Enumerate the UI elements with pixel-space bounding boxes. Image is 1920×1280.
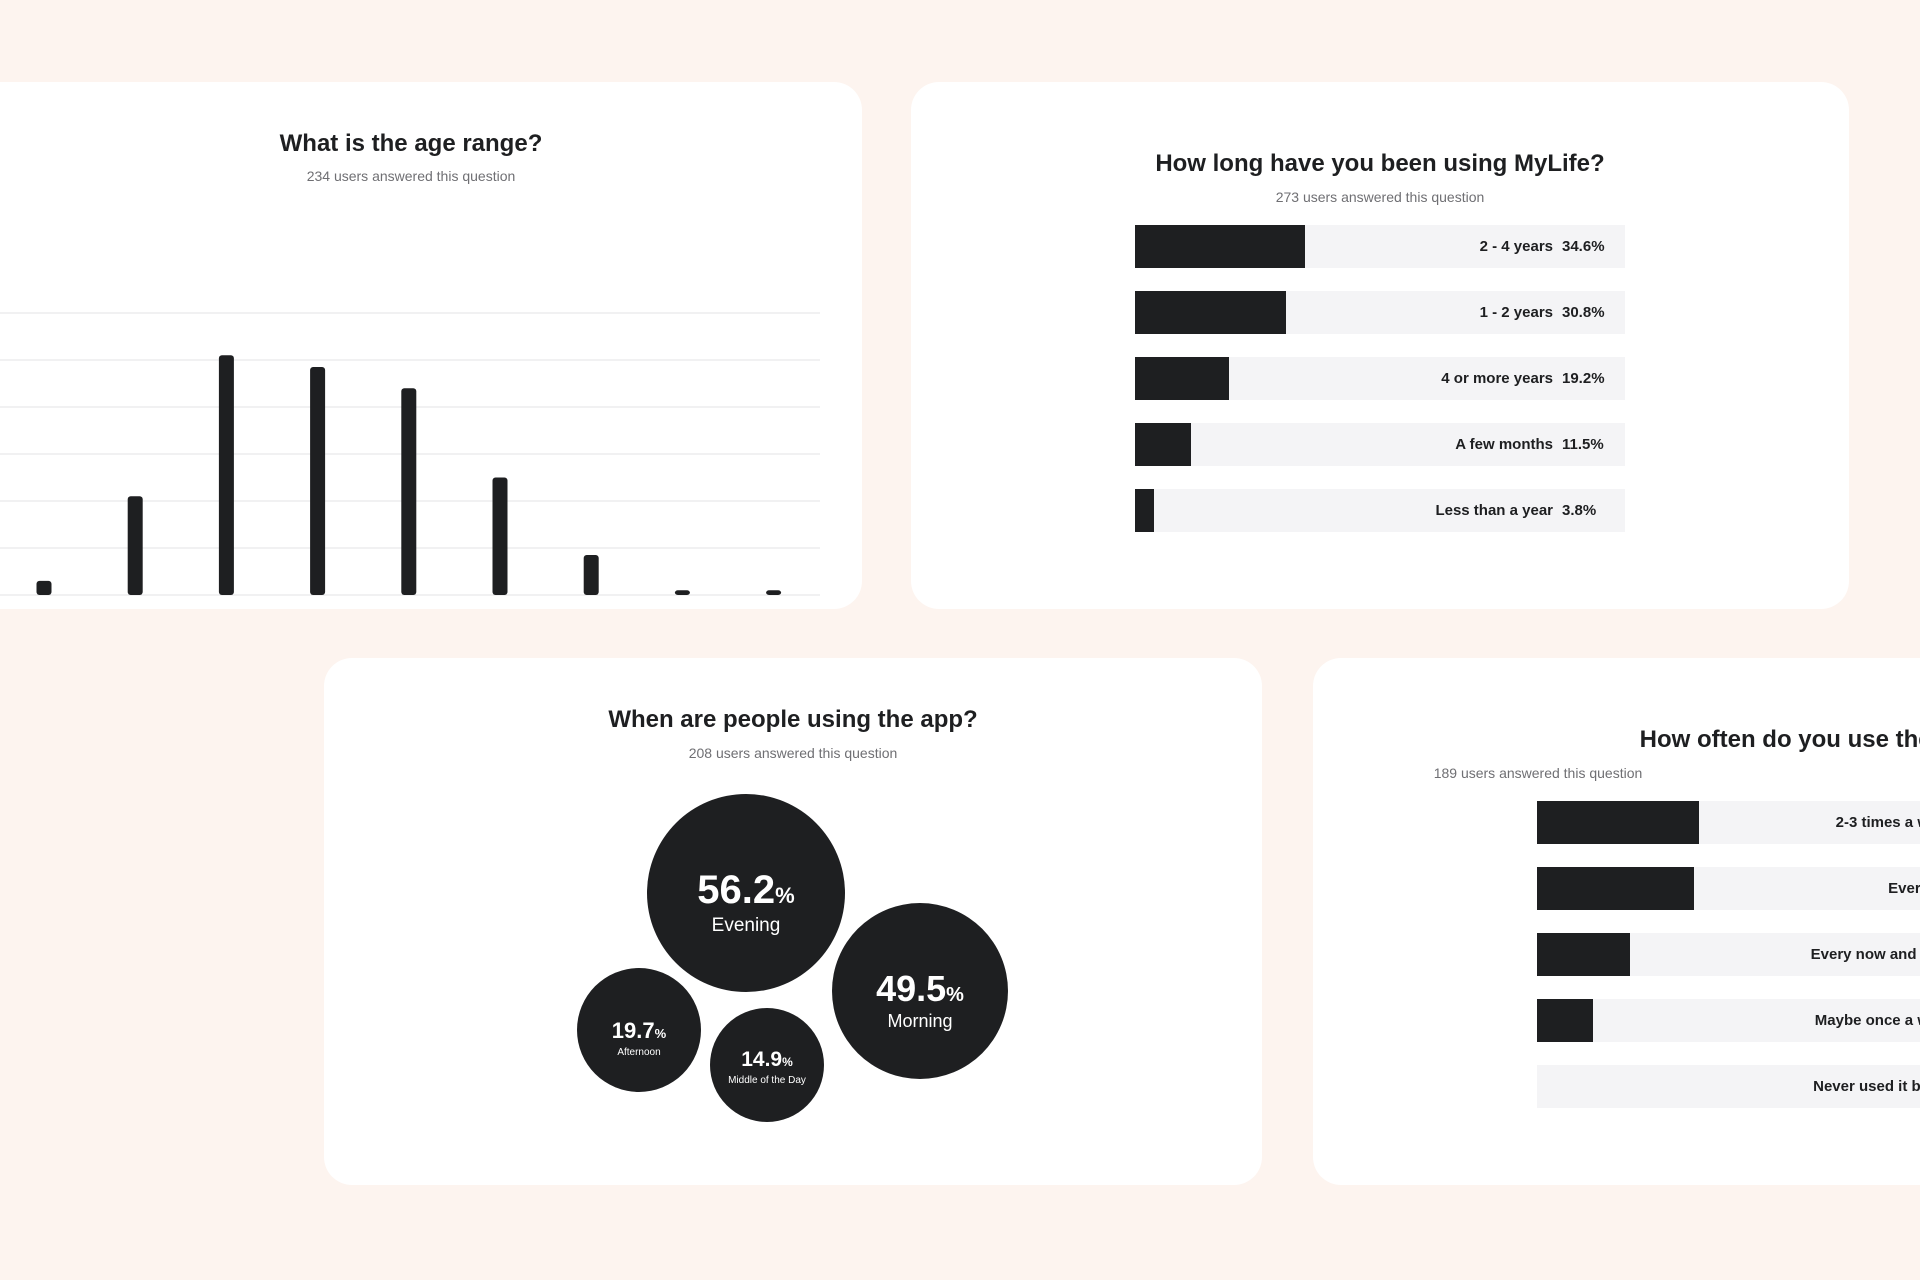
duration-bar-fill [1135, 489, 1154, 532]
duration-bar-percent: 11.5% [1562, 436, 1604, 453]
duration-bar-percent: 19.2% [1562, 370, 1605, 387]
age-range-title: What is the age range? [279, 130, 543, 157]
duration-bar-percent: 34.6% [1562, 238, 1605, 255]
bubble-evening-unit: % [775, 883, 795, 908]
frequency-bar-fill [1537, 867, 1694, 910]
bubble-morning-value-text: 49.5% [876, 968, 964, 1009]
bubble-morning: 49.5% Morning [832, 903, 1008, 1079]
frequency-bar-row: Every [1537, 867, 1920, 910]
bubble-middle-of-day-label: Middle of the Day [728, 1075, 806, 1086]
duration-bar-fill [1135, 225, 1305, 268]
duration-bar-row: 4 or more years 19.2% [1135, 357, 1625, 400]
age-bar [218, 355, 234, 595]
bubble-evening-circle [647, 794, 845, 992]
bubble-afternoon-label: Afternoon [617, 1047, 660, 1058]
usage-time-subtitle: 208 users answered this question [688, 745, 898, 761]
bubble-evening-label: Evening [712, 915, 781, 936]
duration-bar-row: Less than a year 3.8% [1135, 489, 1625, 532]
frequency-bar-row: Every now and a [1537, 933, 1920, 976]
bubble-morning-value: 49.5 [876, 968, 946, 1009]
bubble-afternoon-value-text: 19.7% [612, 1018, 667, 1043]
age-bar [401, 388, 417, 595]
duration-bar-row: 1 - 2 years 30.8% [1135, 291, 1625, 334]
frequency-bar-fill [1537, 933, 1631, 976]
age-bar [674, 590, 690, 595]
duration-bar-label: 1 - 2 years [1479, 304, 1553, 321]
duration-bar-label: 4 or more years [1441, 370, 1553, 387]
usage-duration-title: How long have you been using MyLife? [1155, 150, 1605, 177]
frequency-bar-row: Maybe once a w [1537, 999, 1920, 1042]
frequency-bar-row: 2-3 times a w [1537, 801, 1920, 844]
age-bar [127, 496, 143, 595]
usage-duration-subtitle: 273 users answered this question [1275, 189, 1485, 205]
bubble-morning-label: Morning [887, 1011, 952, 1031]
usage-time-bubble-chart: 56.2% Evening 49.5% Morning 19.7% Aftern… [577, 794, 1008, 1122]
age-range-subtitle: 234 users answered this question [306, 168, 516, 184]
age-range-card: What is the age range? 234 users answere… [0, 82, 862, 609]
usage-frequency-chart: 2-3 times a w Every Every now and a Maybe o… [1537, 801, 1920, 1131]
bubble-afternoon-value: 19.7 [612, 1018, 655, 1043]
bubble-middle-of-day: 14.9% Middle of the Day [710, 1008, 824, 1122]
bubble-morning-circle [832, 903, 1008, 1079]
frequency-bar-fill [1537, 999, 1594, 1042]
bubble-afternoon-unit: % [655, 1026, 667, 1041]
bubble-afternoon: 19.7% Afternoon [577, 968, 701, 1092]
bubble-middle-of-day-unit: % [782, 1055, 793, 1069]
frequency-bar-fill [1537, 801, 1699, 844]
bubble-evening-value: 56.2 [697, 868, 775, 912]
bubble-afternoon-circle [577, 968, 701, 1092]
usage-duration-chart: 2 - 4 years 34.6% 1 - 2 years 30.8% 4 or mor… [1135, 225, 1625, 555]
usage-duration-card: How long have you been using MyLife? 273… [911, 82, 1849, 609]
frequency-bar-label: Every [1888, 880, 1920, 897]
frequency-bar-label: Maybe once a w [1814, 1012, 1920, 1029]
duration-bar-fill [1135, 423, 1192, 466]
usage-time-card: When are people using the app? 208 users… [324, 658, 1262, 1185]
duration-bar-fill [1135, 291, 1286, 334]
duration-bar-label: A few months [1455, 436, 1553, 453]
usage-frequency-card: How often do you use the ap 189 users an… [1313, 658, 1920, 1185]
bubble-middle-of-day-circle [710, 1008, 824, 1122]
age-bar [36, 580, 52, 595]
duration-bar-label: Less than a year [1435, 502, 1553, 519]
usage-time-title: When are people using the app? [608, 706, 978, 733]
frequency-bar-label: Never used it be [1813, 1078, 1920, 1095]
age-bar [310, 367, 326, 595]
age-bar [583, 555, 599, 595]
bubble-evening-value-text: 56.2% [697, 868, 794, 912]
age-range-chart: <20 or20-2930-3940-4950-5960-6970-7980-8… [0, 312, 820, 596]
frequency-bar-label: Every now and a [1810, 946, 1920, 963]
frequency-bar-row: Never used it be [1537, 1065, 1920, 1108]
duration-bar-percent: 30.8% [1562, 304, 1605, 321]
duration-bar-fill [1135, 357, 1230, 400]
duration-bar-row: A few months 11.5% [1135, 423, 1625, 466]
duration-bar-label: 2 - 4 years [1479, 238, 1553, 255]
bubble-morning-unit: % [946, 984, 964, 1006]
duration-bar-percent: 3.8% [1562, 502, 1597, 519]
age-bar [492, 477, 508, 595]
frequency-bar-label: 2-3 times a w [1835, 814, 1920, 831]
duration-bar-row: 2 - 4 years 34.6% [1135, 225, 1625, 268]
usage-frequency-title: How often do you use the ap [1639, 726, 1920, 753]
bubble-middle-of-day-value: 14.9 [741, 1048, 782, 1071]
age-bar [766, 590, 782, 595]
usage-frequency-subtitle: 189 users answered this question [1433, 765, 1643, 781]
bubble-middle-of-day-value-text: 14.9% [741, 1048, 793, 1071]
bubble-evening: 56.2% Evening [647, 794, 845, 992]
